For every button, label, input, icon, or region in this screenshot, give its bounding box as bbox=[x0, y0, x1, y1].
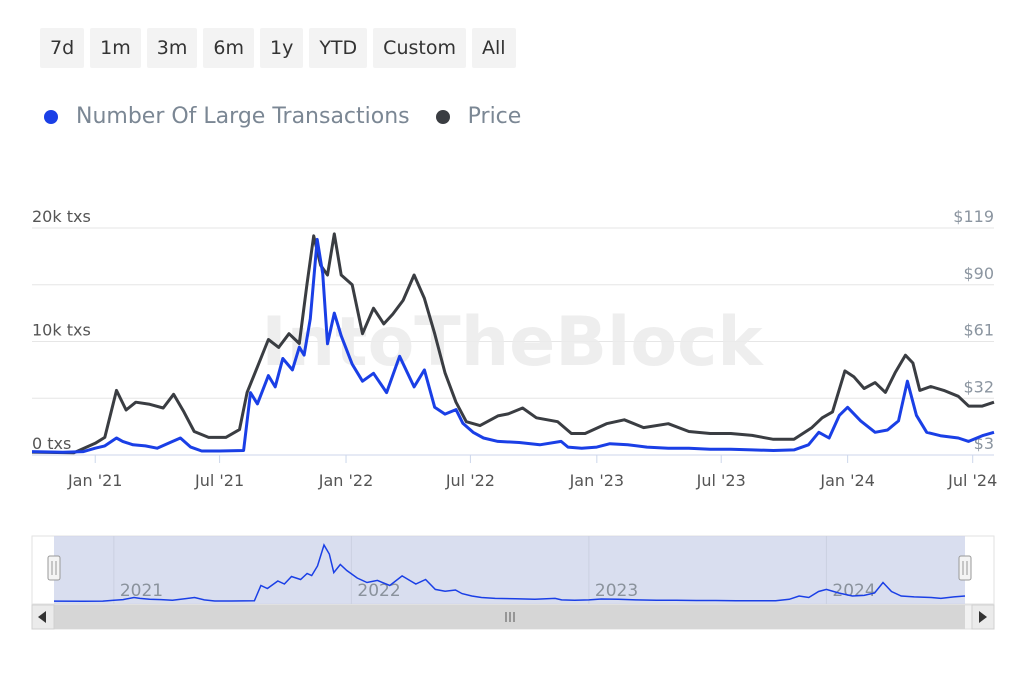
range-1y-button[interactable]: 1y bbox=[259, 28, 304, 68]
navigator-year-label: 2024 bbox=[832, 581, 875, 601]
x-axis-ticks: Jan '21 Jul '21 Jan '22 Jul '22 Jan '23 Jul '… bbox=[67, 455, 997, 490]
legend-item-large-transactions[interactable]: Number Of Large Transactions bbox=[44, 104, 410, 129]
arrow-right-icon bbox=[979, 611, 987, 623]
left-axis-tick-label: 10k txs bbox=[32, 321, 91, 340]
price-series-line bbox=[31, 232, 995, 455]
grid-lines bbox=[32, 227, 994, 456]
range-ytd-button[interactable]: YTD bbox=[309, 28, 368, 68]
x-axis-tick-label: Jan '21 bbox=[67, 471, 123, 490]
scroll-right-button[interactable] bbox=[971, 604, 995, 630]
chart-legend: Number Of Large Transactions Price bbox=[44, 104, 547, 129]
navigator-handle-left[interactable] bbox=[47, 555, 61, 581]
right-axis-ticks: $3$32$61$90$119 bbox=[953, 207, 994, 453]
x-axis-tick-label: Jan '24 bbox=[819, 471, 875, 490]
navigator: 2021 2022 2023 2024 bbox=[31, 535, 995, 630]
navigator-year-labels: 2021 2022 2023 2024 bbox=[120, 581, 876, 601]
range-6m-button[interactable]: 6m bbox=[203, 28, 254, 68]
legend-dot-price bbox=[435, 109, 450, 124]
legend-dot-large-transactions bbox=[44, 109, 58, 124]
range-custom-button[interactable]: Custom bbox=[373, 28, 466, 68]
right-axis-tick-label: $119 bbox=[953, 207, 994, 226]
large-transactions-series-line bbox=[31, 237, 995, 454]
navigator-handle-right[interactable] bbox=[958, 555, 972, 581]
x-axis-tick-label: Jan '23 bbox=[569, 471, 625, 490]
legend-label-price: Price bbox=[467, 104, 522, 129]
right-axis-tick-label: $32 bbox=[963, 377, 994, 396]
navigator-selection[interactable] bbox=[54, 536, 965, 604]
x-axis-tick-label: Jul '21 bbox=[194, 471, 244, 490]
right-axis-tick-label: $90 bbox=[963, 264, 994, 283]
range-selector: 7d 1m 3m 6m 1y YTD Custom All bbox=[40, 28, 516, 68]
x-axis-tick-label: Jul '24 bbox=[947, 471, 997, 490]
left-axis-tick-label: 20k txs bbox=[32, 207, 91, 226]
range-3m-button[interactable]: 3m bbox=[146, 28, 198, 68]
legend-label-large-transactions: Number Of Large Transactions bbox=[76, 104, 410, 129]
navigator-year-label: 2023 bbox=[595, 581, 638, 601]
range-7d-button[interactable]: 7d bbox=[40, 28, 85, 68]
range-all-button[interactable]: All bbox=[471, 28, 516, 68]
x-axis-tick-label: Jul '23 bbox=[696, 471, 746, 490]
watermark-text: IntoTheBlock bbox=[261, 303, 764, 382]
range-1m-button[interactable]: 1m bbox=[90, 28, 141, 68]
navigator-series-line bbox=[53, 543, 966, 603]
left-axis-ticks: 0 txs 10k txs 20k txs bbox=[32, 207, 91, 453]
navigator-year-label: 2022 bbox=[357, 581, 400, 601]
scrollbar[interactable] bbox=[31, 604, 995, 630]
left-axis-tick-label: 0 txs bbox=[32, 434, 71, 453]
right-axis-tick-label: $61 bbox=[963, 321, 994, 340]
navigator-year-label: 2021 bbox=[120, 581, 163, 601]
x-axis-tick-label: Jan '22 bbox=[318, 471, 374, 490]
arrow-left-icon bbox=[38, 611, 46, 623]
x-axis-tick-label: Jul '22 bbox=[445, 471, 495, 490]
legend-item-price[interactable]: Price bbox=[435, 104, 522, 129]
scroll-left-button[interactable] bbox=[31, 604, 55, 630]
